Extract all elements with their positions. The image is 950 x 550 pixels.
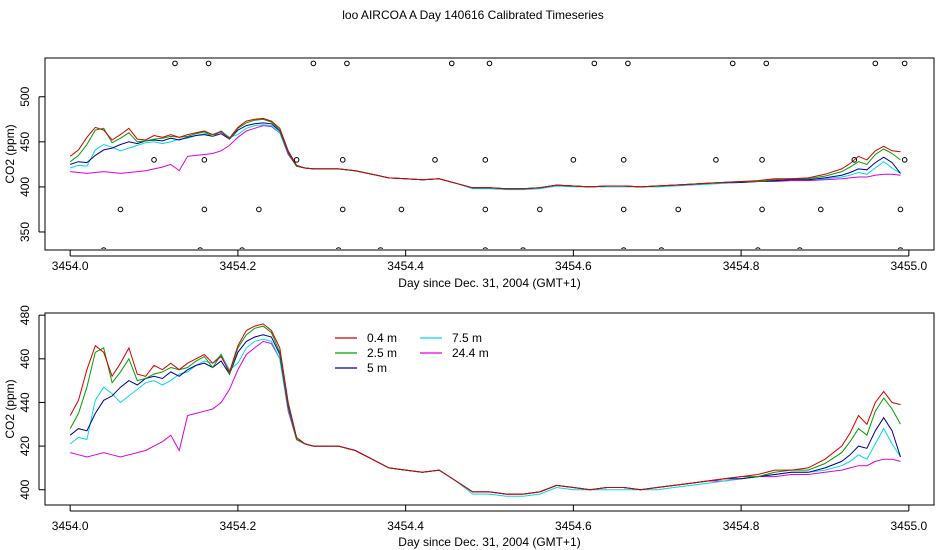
sample-marker (256, 206, 262, 213)
y-tick-label: 460 (18, 348, 32, 368)
plot-frame (44, 57, 935, 251)
x-tick-label: 3454.6 (555, 519, 592, 533)
plot-frame (44, 312, 935, 506)
plot-area (69, 60, 908, 249)
x-tick-label: 3454.8 (723, 519, 760, 533)
sample-marker (344, 60, 350, 67)
y-tick-label: 500 (18, 86, 32, 106)
sample-marker (339, 157, 346, 163)
legend: 0.4 m2.5 m5 m 7.5 m24.4 m (335, 331, 489, 375)
sample-marker (482, 206, 489, 213)
x-tick-label: 3454.2 (220, 519, 257, 533)
x-axis-label: Day since Dec. 31, 2004 (GMT+1) (398, 276, 580, 290)
sample-marker (239, 247, 245, 249)
legend-label-0-4-m: 0.4 m (367, 331, 397, 345)
legend-label-7-5-m: 7.5 m (452, 331, 482, 345)
sample-marker (486, 60, 493, 67)
legend-label-24-4-m: 24.4 m (452, 346, 489, 360)
sample-marker (201, 157, 208, 163)
series-line-7-5-m (69, 338, 901, 497)
sample-marker (293, 157, 300, 163)
sample-marker (377, 247, 384, 249)
sample-marker (197, 247, 203, 249)
sample-marker (759, 157, 765, 163)
sample-marker (448, 60, 455, 67)
sample-marker (101, 247, 107, 249)
y-tick-label: 440 (18, 392, 32, 412)
sample-marker (537, 206, 543, 213)
sample-marker (570, 157, 577, 163)
x-tick-label: 3454.6 (555, 259, 592, 273)
series-line-24-4-m (70, 340, 901, 495)
sample-marker (625, 60, 631, 67)
sample-marker (310, 60, 317, 67)
sample-marker (872, 60, 879, 67)
sample-marker (797, 247, 803, 249)
sample-marker (729, 60, 736, 67)
x-tick-label: 3455.0 (890, 259, 927, 273)
sample-marker (172, 60, 178, 67)
sample-marker (339, 206, 346, 213)
sample-marker (151, 157, 157, 163)
series-line-0-4-m (69, 117, 901, 190)
y-axis-label: CO2 (ppm) (3, 379, 17, 438)
series-line-2-5-m (69, 118, 901, 190)
y-axis-label: CO2 (ppm) (3, 124, 17, 183)
sample-marker (763, 60, 770, 67)
x-tick-label: 3454.0 (52, 259, 89, 273)
sample-marker (591, 60, 598, 67)
sample-marker (335, 247, 342, 249)
sample-marker (620, 157, 627, 163)
chart-title: loo AIRCOA A Day 140616 Calibrated Times… (342, 8, 603, 22)
y-tick-label: 450 (18, 131, 32, 151)
sample-marker (817, 206, 824, 213)
sample-marker (755, 247, 761, 249)
sample-marker (482, 157, 489, 163)
x-tick-label: 3454.8 (723, 259, 760, 273)
legend-label-5-m: 5 m (367, 361, 387, 375)
sample-marker (658, 247, 665, 249)
plot-area (69, 323, 901, 497)
sample-marker (897, 247, 904, 249)
y-tick-label: 400 (18, 177, 32, 197)
panel-bottom: 3454.0 3454.2 3454.4 3454.6 3454.8 3455.0 400 4… (3, 305, 935, 549)
sample-marker (520, 247, 526, 249)
x-tick-label: 3454.4 (387, 519, 424, 533)
sample-marker (897, 206, 904, 213)
sample-marker (432, 157, 438, 163)
x-tick-label: 3454.2 (220, 259, 257, 273)
sample-marker (713, 157, 719, 163)
x-tick-label: 3455.0 (890, 519, 927, 533)
x-axis-label: Day since Dec. 31, 2004 (GMT+1) (398, 535, 580, 549)
y-tick-label: 480 (18, 305, 32, 325)
sample-marker (901, 60, 908, 67)
y-tick-label: 350 (18, 222, 32, 242)
y-tick-label: 420 (18, 436, 32, 456)
panel-top: 3454.0 3454.2 3454.4 3454.6 3454.8 3455.0 350 4… (3, 57, 935, 290)
sample-marker (675, 206, 682, 213)
sample-marker (851, 157, 858, 163)
sample-marker (117, 206, 124, 213)
y-tick-label: 400 (18, 479, 32, 499)
sample-marker (621, 247, 627, 249)
sample-marker (205, 60, 212, 67)
x-tick-label: 3454.0 (52, 519, 89, 533)
sample-marker (901, 157, 908, 163)
sample-marker (201, 206, 208, 213)
sample-marker (759, 206, 765, 213)
x-tick-label: 3454.4 (387, 259, 424, 273)
sample-marker (620, 206, 627, 213)
series-line-0-4-m (69, 323, 901, 495)
legend-label-2-5-m: 2.5 m (367, 346, 397, 360)
sample-marker (482, 247, 488, 249)
sample-marker (398, 206, 405, 213)
